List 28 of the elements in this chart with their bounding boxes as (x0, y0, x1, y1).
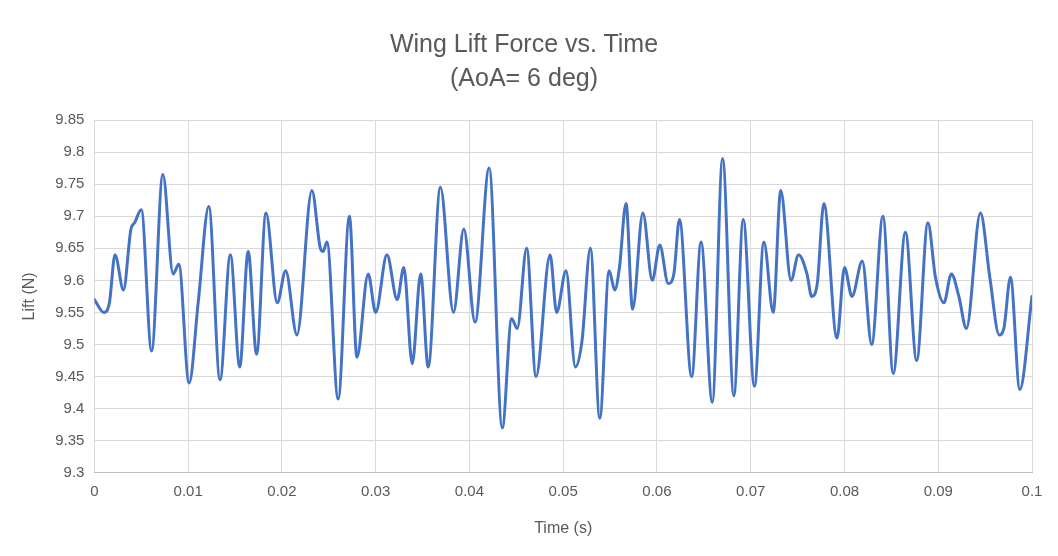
chart-title: Wing Lift Force vs. Time (389, 28, 659, 57)
x-tick-label: 0.06 (642, 481, 672, 499)
x-tick-label: 0.01 (173, 481, 203, 499)
y-tick-label: 9.35 (55, 430, 85, 448)
y-tick-label: 9.4 (63, 398, 85, 416)
y-tick-label: 9.45 (55, 366, 85, 384)
y-axis-title: Lift (N) (20, 272, 38, 321)
chart-subtitle: (AoA= 6 deg) (449, 62, 599, 91)
x-tick-label: 0.04 (454, 481, 485, 499)
x-tick-label: 0.02 (267, 481, 297, 499)
x-tick-label: 0.08 (829, 481, 860, 499)
y-tick-label: 9.5 (63, 334, 85, 352)
x-tick-label: 0 (90, 481, 99, 499)
x-tick-label: 0.03 (361, 481, 391, 499)
x-tick-label: 0.1 (1021, 481, 1043, 499)
y-tick-label: 9.65 (55, 238, 85, 256)
line-series (94, 156, 1032, 430)
y-tick-label: 9.7 (63, 206, 85, 224)
y-tick-label: 9.85 (55, 110, 85, 128)
x-axis-title: Time (s) (534, 518, 593, 536)
x-tick-label: 0.05 (548, 481, 578, 499)
x-tick-label: 0.09 (923, 481, 953, 499)
y-tick-label: 9.8 (63, 142, 85, 160)
y-tick-label: 9.6 (63, 270, 85, 288)
y-tick-label: 9.3 (63, 462, 85, 480)
y-tick-label: 9.55 (55, 302, 85, 320)
x-tick-label: 0.07 (736, 481, 766, 499)
y-tick-label: 9.75 (55, 174, 85, 192)
